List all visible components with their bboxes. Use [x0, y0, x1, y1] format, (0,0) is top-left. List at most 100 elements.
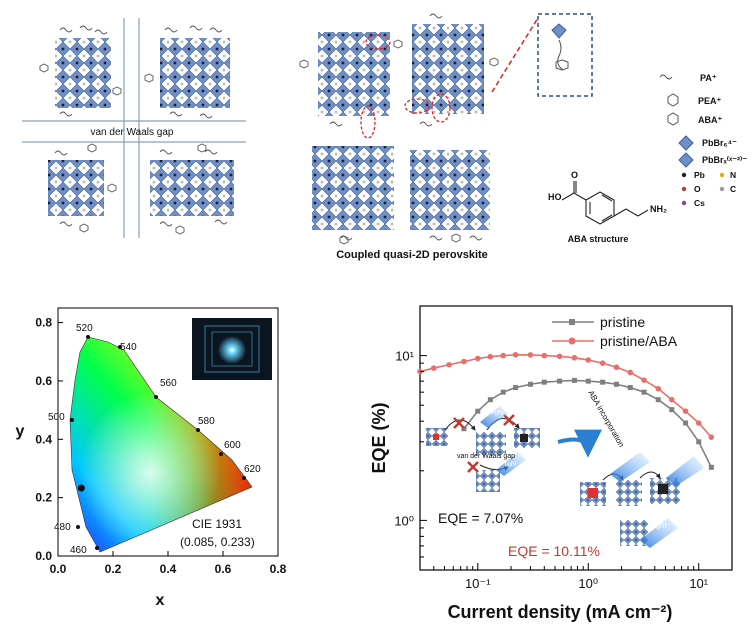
data-point	[600, 379, 606, 385]
x-tick-label: 0.4	[160, 562, 177, 576]
data-point	[641, 389, 647, 395]
data-point	[613, 364, 620, 371]
data-point	[527, 352, 534, 358]
pbbrx-icon	[678, 152, 694, 168]
eqe-ylabel: EQE (%)	[369, 402, 389, 473]
legend-n: N	[730, 170, 736, 180]
perovskite-slab	[160, 38, 230, 108]
benzene-ring-icon	[39, 63, 207, 235]
data-point	[585, 378, 591, 384]
legend-o: O	[694, 184, 701, 194]
aba-molecule	[561, 181, 649, 225]
data-point	[655, 397, 661, 403]
aba-o-label: O	[571, 170, 578, 180]
y-tick-label: 10⁰	[394, 513, 414, 528]
y-tick-label: 0.8	[35, 316, 52, 330]
data-point	[655, 385, 662, 392]
inset-vdw-label: van der Waals gap	[457, 453, 515, 460]
data-point	[627, 385, 633, 391]
cie-annotation: CIE 1931	[192, 517, 242, 531]
wl-label: 560	[160, 378, 177, 389]
data-point	[571, 354, 578, 361]
data-point	[708, 464, 714, 470]
wl-label: 600	[224, 440, 241, 451]
coupled-caption: Coupled quasi-2D perovskite	[336, 249, 488, 261]
y-tick-label: 0.6	[35, 374, 52, 388]
wl-label: 540	[120, 342, 137, 353]
x-tick-label: 0.0	[50, 562, 67, 576]
perovskite-slab	[412, 24, 484, 114]
data-point	[668, 396, 675, 403]
x-tick-label: 10⁰	[578, 576, 598, 591]
benzene-ring-icon	[299, 39, 499, 245]
aba-ho-label: HO	[548, 192, 562, 202]
vdw-gap-label: van der Waals gap	[90, 127, 173, 138]
light-label: light	[668, 455, 683, 464]
x-tick-label: 10⁻¹	[465, 576, 491, 591]
light-label: light	[492, 410, 503, 416]
cie-chart: 520 540 560 580 600 620 500 480 460 CIE …	[16, 307, 287, 609]
perovskite-slab	[410, 150, 490, 230]
data-point	[556, 353, 563, 360]
cie-annotation: (0.085, 0.233)	[180, 535, 255, 549]
light-label: light	[505, 462, 516, 468]
data-point	[461, 358, 467, 365]
wl-label: 480	[54, 522, 71, 533]
data-point	[475, 408, 481, 414]
legend-cs: Cs	[694, 198, 705, 208]
data-point	[682, 408, 689, 414]
y-tick-label: 10¹	[395, 349, 414, 364]
legend-pristine-aba: pristine/ABA	[600, 333, 678, 349]
data-point	[683, 420, 689, 426]
cie-ylabel: y	[16, 423, 25, 440]
data-point	[500, 389, 506, 395]
perovskite-slab	[55, 38, 111, 108]
x-tick-label: 0.6	[215, 562, 232, 576]
data-point	[571, 377, 577, 383]
legend-pristine: pristine	[600, 314, 645, 330]
inset-pristine-schematic: light light van der Waals gap	[426, 406, 540, 492]
data-point	[446, 361, 452, 368]
eqe-annotation-pristine: EQE = 7.07%	[438, 510, 523, 526]
data-point	[513, 385, 519, 391]
series-line-1	[419, 354, 712, 438]
inset-aba-schematic: light light	[580, 452, 704, 548]
legend-pb: Pb	[694, 170, 705, 180]
data-point	[500, 352, 507, 359]
eqe-xlabel: Current density (mA cm⁻²)	[448, 602, 673, 622]
legend-c: C	[730, 184, 736, 194]
eqe-annotation-aba: EQE = 10.11%	[508, 543, 600, 559]
data-point	[585, 357, 592, 363]
wl-label: 620	[244, 464, 261, 475]
cie-point	[77, 484, 85, 492]
perovskite-slab	[150, 160, 234, 216]
data-point	[708, 434, 715, 440]
wl-label: 500	[48, 412, 65, 423]
perovskite-slab	[312, 146, 394, 230]
eqe-chart: 10⁻¹ 10⁰ 10¹ 10⁰ 10¹ pristine pristine/ABA	[369, 305, 733, 622]
data-point	[461, 426, 467, 432]
y-tick-label: 0.0	[35, 549, 52, 563]
data-point	[487, 353, 494, 360]
legend-pea: PEA⁺	[698, 96, 722, 106]
data-point	[613, 381, 619, 387]
legend-aba: ABA⁺	[698, 115, 722, 125]
data-point	[641, 377, 647, 383]
data-point	[487, 397, 493, 403]
perovskite-slab	[318, 32, 390, 116]
data-point	[512, 352, 519, 358]
coupling-highlight	[360, 34, 451, 139]
coupled-perovskite-schematic: Coupled quasi-2D perovskite	[299, 13, 593, 261]
data-point	[474, 355, 481, 362]
data-point	[431, 365, 437, 371]
y-tick-label: 0.2	[35, 491, 52, 505]
data-point	[695, 420, 702, 426]
aba-nh2-label: NH₂	[650, 204, 667, 214]
vdw-gap-schematic: van der Waals gap	[22, 18, 246, 238]
species-legend: PA⁺ PEA⁺ ABA⁺ PbBr₆⁴⁻ PbBrₓ⁽ˣ⁻²⁾⁻ Pb N O…	[659, 73, 747, 208]
cie-xlabel: x	[156, 592, 165, 609]
legend-pa: PA⁺	[700, 73, 717, 83]
wl-label: 460	[70, 545, 87, 556]
perovskite-slab	[48, 160, 104, 216]
